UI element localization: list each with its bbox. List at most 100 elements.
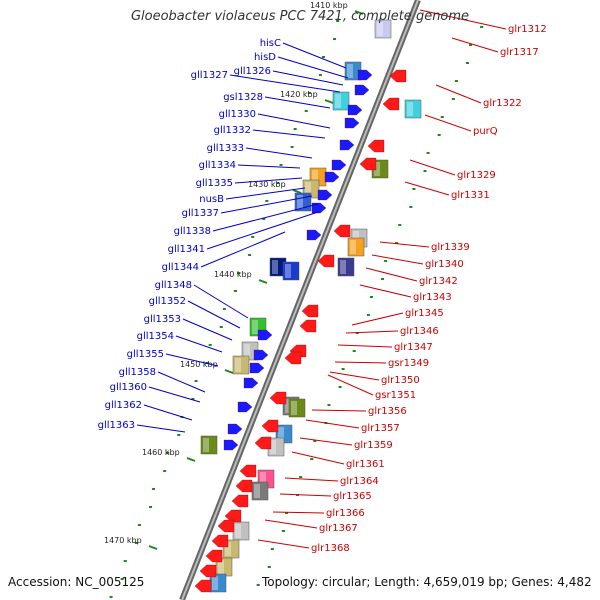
gene-arrow [367,139,385,153]
kbp-major-tick [148,545,158,550]
right-leader-line [379,241,430,248]
right-gene-label: purQ [473,126,498,137]
left-gene-label: gll1326 [234,66,271,77]
gene-box-shine [297,195,303,209]
kbp-label: 1420 kbp [280,90,318,99]
left-gene-label: gll1337 [182,208,219,219]
gene-box [347,237,365,257]
tick-mark [208,344,212,346]
left-leader-line [148,386,201,403]
left-gene-label: gll1335 [196,178,233,189]
right-gene-label: glr1368 [311,543,350,554]
gene-arrow [227,423,243,435]
left-leader-line [282,42,347,69]
gene-arrow [331,159,347,171]
right-gene-label: glr1329 [457,170,496,181]
gene-box [282,261,300,281]
left-gene-label: gll1354 [137,331,174,342]
gene-arrow [306,229,322,241]
left-gene-label: gll1338 [174,226,211,237]
kbp-label: 1470 kbp [104,536,142,545]
tick-mark [248,254,252,256]
gene-box-shine [203,438,209,452]
right-gene-label: glr1364 [340,476,379,487]
gene-box-shine [272,260,278,274]
tick-mark [384,260,388,262]
gene-arrow [194,579,212,593]
left-gene-label: gll1355 [127,349,164,360]
genome-backbone-highlight [181,0,419,600]
tick-mark [333,38,337,40]
right-gene-label: glr1350 [381,375,420,386]
gene-arrow [211,534,229,548]
gene-arrow [354,84,370,96]
tick-mark [290,146,294,148]
gene-arrow [257,329,273,341]
gene-box [332,91,350,111]
kbp-major-tick [292,189,302,194]
gene-box-shine [235,524,241,538]
tick-mark [381,278,385,280]
tick-mark [279,164,283,166]
tick-mark [219,326,223,328]
gene-box [288,398,306,418]
gene-box [337,257,355,277]
tick-mark [318,74,322,76]
gene-arrow [317,189,333,201]
left-gene-label: nusB [199,194,224,205]
right-gene-label: glr1366 [326,508,365,519]
right-leader-line [272,511,325,514]
gene-arrow [199,564,217,578]
kbp-label: 1450 kbp [180,360,218,369]
right-gene-label: glr1343 [413,292,452,303]
tick-mark [191,398,195,400]
gene-arrow [243,377,259,389]
tick-mark [166,452,170,454]
gene-arrow [261,419,279,433]
right-leader-line [279,493,332,497]
gene-box [232,355,250,375]
gene-arrow [231,494,249,508]
right-leader-line [327,374,374,396]
gene-box-shine [244,344,250,358]
right-gene-label: glr1340 [425,259,464,270]
gene-box-shine [374,162,380,176]
right-gene-label: gsr1349 [388,358,429,369]
right-leader-line [299,437,353,446]
left-gene-label: gll1360 [110,382,147,393]
tick-mark [398,224,402,226]
left-gene-label: gll1362 [105,400,142,411]
kbp-major-tick [186,457,196,462]
map-title: Gloeobacter violaceus PCC 7421, complete… [130,9,470,24]
left-leader-line [245,147,313,159]
tick-mark [440,116,444,118]
left-leader-line [187,300,241,329]
right-gene-label: glr1339 [431,242,470,253]
gene-arrow [333,224,351,238]
tick-mark [222,308,226,310]
right-leader-line [359,284,412,298]
tick-mark [251,236,255,238]
tick-mark [267,566,271,568]
gene-arrow [311,202,327,214]
right-gene-label: glr1331 [451,190,490,201]
tick-mark [451,98,455,100]
left-leader-line [252,129,326,139]
gene-arrows [194,69,407,593]
right-gene-label: glr1356 [368,406,407,417]
left-gene-label: gll1334 [199,160,236,171]
right-leader-line [334,361,387,364]
gene-box [374,19,392,39]
gene-arrow [217,519,235,533]
left-gene-label: gll1353 [144,314,181,325]
right-gene-labels: glr1312 glr1317 glr1322 purQ glr1329 glr1331 g… [311,24,547,554]
right-gene-label: glr1346 [400,326,439,337]
gene-arrow [357,69,373,81]
left-gene-label: gll1333 [207,143,244,154]
right-gene-label: glr1342 [419,276,458,287]
gene-arrow [237,401,253,413]
left-gene-label: gll1363 [98,420,135,431]
tick-mark [293,128,297,130]
left-leader-line [193,284,249,319]
